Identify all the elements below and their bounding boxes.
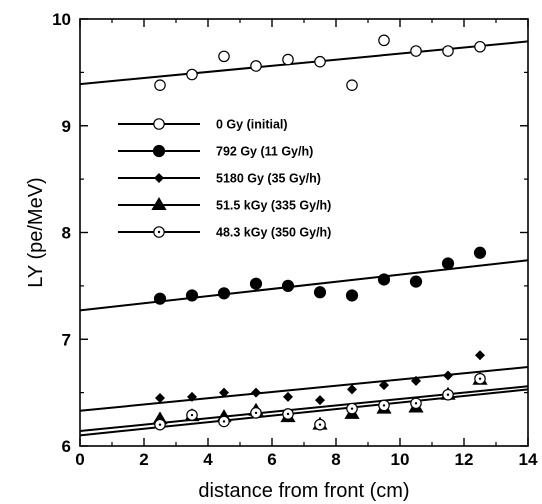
data-point [314,55,326,68]
data-point [282,53,294,66]
data-point [219,387,229,398]
x-tick-label: 4 [203,450,213,469]
x-tick-label: 14 [519,450,538,469]
data-point [347,384,357,395]
data-point-dot [414,402,418,405]
data-point [443,370,453,381]
data-point-dot [318,423,322,426]
series-points-0 [154,34,486,91]
legend-marker [151,197,167,210]
data-point [187,391,197,402]
series-0 [79,40,529,86]
data-point [155,392,165,403]
x-tick-label: 8 [331,450,340,469]
data-point [313,286,327,299]
legend-marker-dot [157,230,161,234]
data-point [474,40,486,53]
data-point [250,60,262,72]
fit-line [79,388,529,437]
data-point [473,246,487,259]
data-point [346,79,358,91]
data-point-dot [190,413,194,417]
y-tick-label: 9 [62,117,71,136]
data-point [218,50,230,63]
legend-label: 51.5 kGy (335 Gy/h) [216,199,331,213]
legend: 0 Gy (initial) 792 Gy (11 Gy/h) 5180 Gy (3… [118,118,331,240]
x-tick-label: 12 [455,450,474,469]
fit-line [79,366,529,412]
x-axis-title: distance from front (cm) [198,480,409,502]
fit-line [79,40,529,86]
legend-marker [154,173,164,183]
legend-label: 0 Gy (initial) [216,118,288,132]
series-1 [79,259,529,312]
x-tick-label: 2 [139,450,148,469]
data-point-dot [222,420,226,423]
y-tick-label: 6 [62,437,71,456]
data-point [283,391,293,402]
data-point [441,257,455,270]
data-point [410,45,422,57]
y-tick-label: 10 [52,10,71,29]
data-point [154,79,166,91]
data-point [409,275,423,288]
y-tick-label: 7 [62,330,71,349]
data-point [153,292,167,305]
series-2 [79,366,529,412]
data-point-dot [478,377,482,380]
series-points-2 [155,350,485,406]
x-tick-label: 0 [75,450,84,469]
y-tick-label: 8 [62,224,71,243]
data-point-dot [382,404,386,407]
series-points-1 [153,246,487,305]
legend-label: 5180 Gy (35 Gy/h) [216,172,321,186]
data-point [411,375,421,386]
legend-label: 48.3 kGy (350 Gy/h) [216,226,331,240]
data-point [442,45,454,57]
data-point-dot [158,423,162,426]
series-4 [79,385,529,433]
data-point [315,395,325,406]
x-tick-label: 10 [391,450,410,469]
fit-line [79,385,529,433]
data-point [186,68,198,81]
data-point [345,289,359,302]
data-point [379,380,389,391]
data-point [378,34,390,47]
data-point [475,350,485,361]
legend-marker [153,118,165,130]
y-axis-title: LY (pe/MeV) [25,177,47,287]
fit-line [79,259,529,312]
data-point-dot [350,407,354,410]
series-points-4 [154,372,486,431]
data-point [249,277,263,290]
data-point [217,287,231,300]
legend-label: 792 Gy (11 Gy/h) [216,145,313,159]
x-tick-label: 6 [267,450,276,469]
series-3 [79,388,529,437]
data-point-dot [254,411,258,415]
data-point [377,273,391,286]
data-point-dot [286,412,290,416]
data-point [281,279,295,292]
data-point [251,387,261,398]
data-point [185,289,199,302]
legend-marker [152,144,166,158]
data-point-dot [446,393,450,396]
